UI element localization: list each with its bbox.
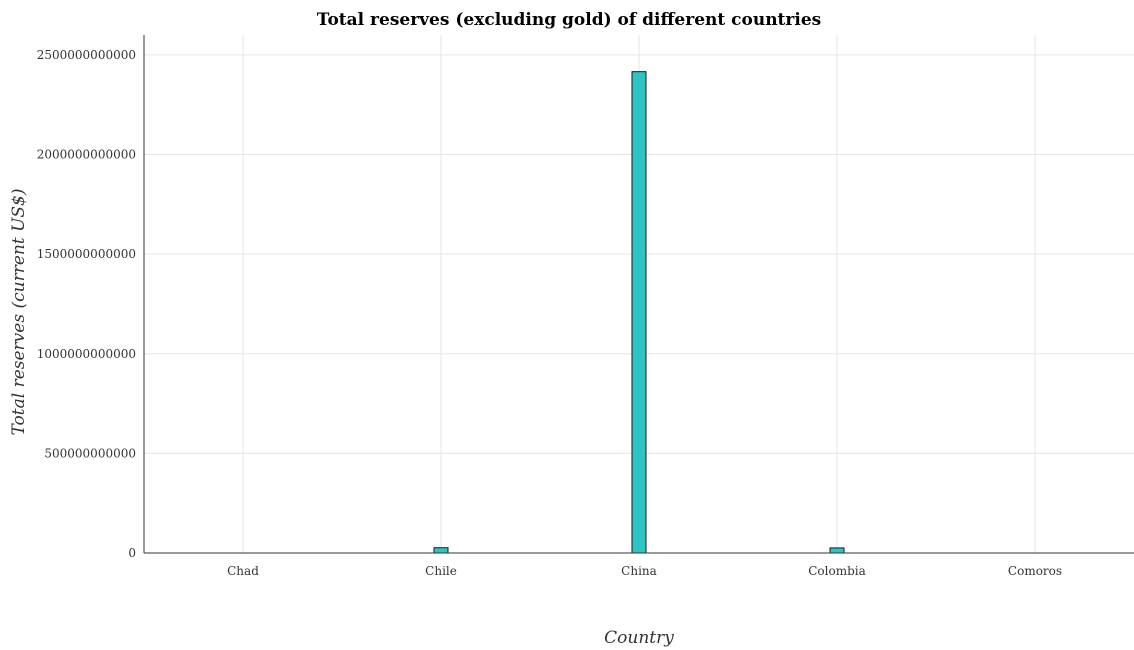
x-tick-label: Comoros [1008, 564, 1062, 578]
chart-title: Total reserves (excluding gold) of diffe… [317, 10, 821, 30]
x-axis-label: Country [604, 628, 674, 648]
x-tick-label: Colombia [808, 564, 866, 578]
x-tick-label: Chile [425, 564, 457, 578]
y-tick-label: 500000000000 [44, 446, 136, 460]
bar-colombia [829, 547, 845, 554]
x-tick-label: China [621, 564, 657, 578]
bar-china [631, 71, 647, 554]
y-tick-label: 2500000000000 [37, 48, 136, 62]
y-axis-label: Total reserves (current US$) [9, 189, 29, 436]
y-tick-label: 0 [128, 546, 136, 560]
y-tick-label: 1500000000000 [37, 247, 136, 261]
axes: 0 500000000000 1000000000000 1500000000000 2… [37, 35, 1134, 578]
y-tick-label: 1000000000000 [37, 347, 136, 361]
bar-chile [433, 547, 449, 554]
x-tick-label: Chad [227, 564, 259, 578]
bars [433, 71, 845, 554]
y-tick-label: 2000000000000 [37, 148, 136, 162]
